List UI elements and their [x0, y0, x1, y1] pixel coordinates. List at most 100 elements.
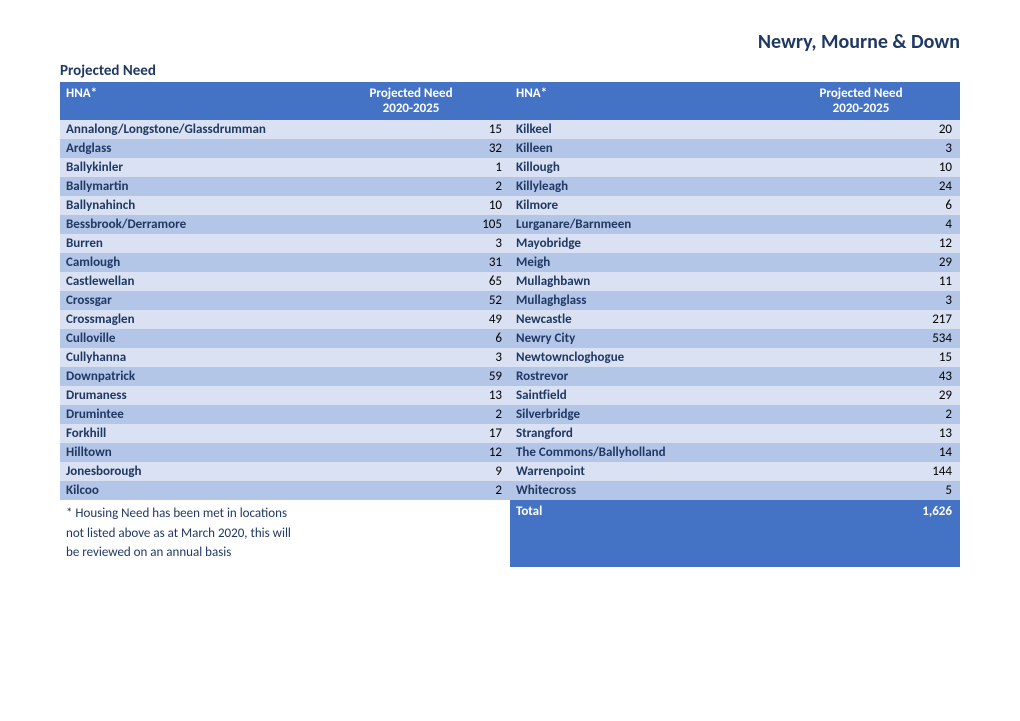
projected-bottom: 2020-2025	[383, 101, 440, 116]
table-row: Culloville6Newry City534	[60, 329, 960, 348]
hna-name-right: Meigh	[510, 253, 762, 272]
table-row: Jonesborough9Warrenpoint144	[60, 462, 960, 481]
hna-value-right: 6	[762, 196, 960, 215]
table-row: Castlewellan65Mullaghbawn11	[60, 272, 960, 291]
section-title: Projected Need	[60, 62, 960, 80]
hna-name-left: Drumintee	[60, 405, 312, 424]
hna-value-right: 3	[762, 291, 960, 310]
hna-value-left: 13	[312, 386, 510, 405]
table-row: Crossgar52Mullaghglass3	[60, 291, 960, 310]
hna-name-left: Jonesborough	[60, 462, 312, 481]
hna-name-left: Downpatrick	[60, 367, 312, 386]
hna-name-right: Killyleagh	[510, 177, 762, 196]
hna-name-left: Ballynahinch	[60, 196, 312, 215]
hna-name-right: Newcastle	[510, 310, 762, 329]
table-row: Ballymartin2Killyleagh24	[60, 177, 960, 196]
hna-name-left: Drumaness	[60, 386, 312, 405]
hna-value-left: 3	[312, 234, 510, 253]
page-title: Newry, Mourne & Down	[60, 30, 960, 54]
hna-value-left: 17	[312, 424, 510, 443]
col-hna-right: HNA*	[510, 82, 762, 120]
hna-name-right: Mayobridge	[510, 234, 762, 253]
col-projected-right: Projected Need 2020-2025	[762, 82, 960, 120]
hna-name-right: Mullaghglass	[510, 291, 762, 310]
hna-name-left: Cullyhanna	[60, 348, 312, 367]
hna-value-right: 217	[762, 310, 960, 329]
hna-name-right: Newry City	[510, 329, 762, 348]
projected-top: Projected Need	[819, 86, 902, 101]
table-row: Ballykinler1Killough10	[60, 158, 960, 177]
projected-bottom: 2020-2025	[833, 101, 890, 116]
hna-value-left: 52	[312, 291, 510, 310]
hna-value-right: 12	[762, 234, 960, 253]
hna-value-left: 31	[312, 253, 510, 272]
hna-name-left: Hilltown	[60, 443, 312, 462]
table-row: Burren3Mayobridge12	[60, 234, 960, 253]
footnote: * Housing Need has been met in locations…	[60, 500, 510, 567]
hna-value-right: 29	[762, 253, 960, 272]
hna-name-left: Ballymartin	[60, 177, 312, 196]
hna-value-right: 10	[762, 158, 960, 177]
table-row: Downpatrick59Rostrevor43	[60, 367, 960, 386]
hna-name-right: Strangford	[510, 424, 762, 443]
hna-name-right: Silverbridge	[510, 405, 762, 424]
hna-value-left: 59	[312, 367, 510, 386]
hna-name-right: Warrenpoint	[510, 462, 762, 481]
hna-value-right: 29	[762, 386, 960, 405]
hna-name-right: Rostrevor	[510, 367, 762, 386]
hna-name-left: Bessbrook/Derramore	[60, 215, 312, 234]
hna-value-left: 9	[312, 462, 510, 481]
hna-name-right: Mullaghbawn	[510, 272, 762, 291]
hna-name-right: Lurganare/Barnmeen	[510, 215, 762, 234]
hna-value-right: 14	[762, 443, 960, 462]
table-row: Bessbrook/Derramore105Lurganare/Barnmeen…	[60, 215, 960, 234]
hna-value-right: 534	[762, 329, 960, 348]
hna-value-right: 4	[762, 215, 960, 234]
hna-value-left: 2	[312, 481, 510, 500]
hna-value-right: 15	[762, 348, 960, 367]
hna-name-left: Ballykinler	[60, 158, 312, 177]
table-row: Hilltown12The Commons/Ballyholland14	[60, 443, 960, 462]
hna-name-left: Crossmaglen	[60, 310, 312, 329]
table-row: Annalong/Longstone/Glassdrumman15Kilkeel…	[60, 120, 960, 139]
hna-value-right: 144	[762, 462, 960, 481]
hna-value-left: 65	[312, 272, 510, 291]
table-footer-row: * Housing Need has been met in locations…	[60, 500, 960, 567]
hna-name-left: Burren	[60, 234, 312, 253]
table-row: Cullyhanna3Newtowncloghogue15	[60, 348, 960, 367]
hna-name-right: Kilkeel	[510, 120, 762, 139]
hna-value-right: 5	[762, 481, 960, 500]
table-row: Camlough31Meigh29	[60, 253, 960, 272]
hna-name-right: Saintfield	[510, 386, 762, 405]
hna-value-right: 13	[762, 424, 960, 443]
hna-name-right: Killough	[510, 158, 762, 177]
table-row: Kilcoo2Whitecross5	[60, 481, 960, 500]
projected-top: Projected Need	[369, 86, 452, 101]
hna-value-left: 32	[312, 139, 510, 158]
table-row: Ardglass32Killeen3	[60, 139, 960, 158]
hna-value-right: 2	[762, 405, 960, 424]
hna-value-left: 10	[312, 196, 510, 215]
hna-value-left: 49	[312, 310, 510, 329]
hna-value-left: 1	[312, 158, 510, 177]
hna-value-left: 12	[312, 443, 510, 462]
hna-name-right: Whitecross	[510, 481, 762, 500]
table-row: Drumintee2Silverbridge2	[60, 405, 960, 424]
table-row: Ballynahinch10Kilmore6	[60, 196, 960, 215]
hna-name-right: Killeen	[510, 139, 762, 158]
hna-value-right: 11	[762, 272, 960, 291]
hna-name-left: Annalong/Longstone/Glassdrumman	[60, 120, 312, 139]
table-row: Drumaness13Saintfield29	[60, 386, 960, 405]
table-row: Crossmaglen49Newcastle217	[60, 310, 960, 329]
hna-value-right: 24	[762, 177, 960, 196]
hna-name-left: Crossgar	[60, 291, 312, 310]
hna-name-right: The Commons/Ballyholland	[510, 443, 762, 462]
hna-value-left: 105	[312, 215, 510, 234]
hna-name-left: Castlewellan	[60, 272, 312, 291]
projected-need-table: HNA* Projected Need 2020-2025 HNA* Proje…	[60, 82, 960, 567]
hna-value-left: 6	[312, 329, 510, 348]
col-hna-left: HNA*	[60, 82, 312, 120]
hna-name-left: Camlough	[60, 253, 312, 272]
hna-name-left: Kilcoo	[60, 481, 312, 500]
table-header-row: HNA* Projected Need 2020-2025 HNA* Proje…	[60, 82, 960, 120]
